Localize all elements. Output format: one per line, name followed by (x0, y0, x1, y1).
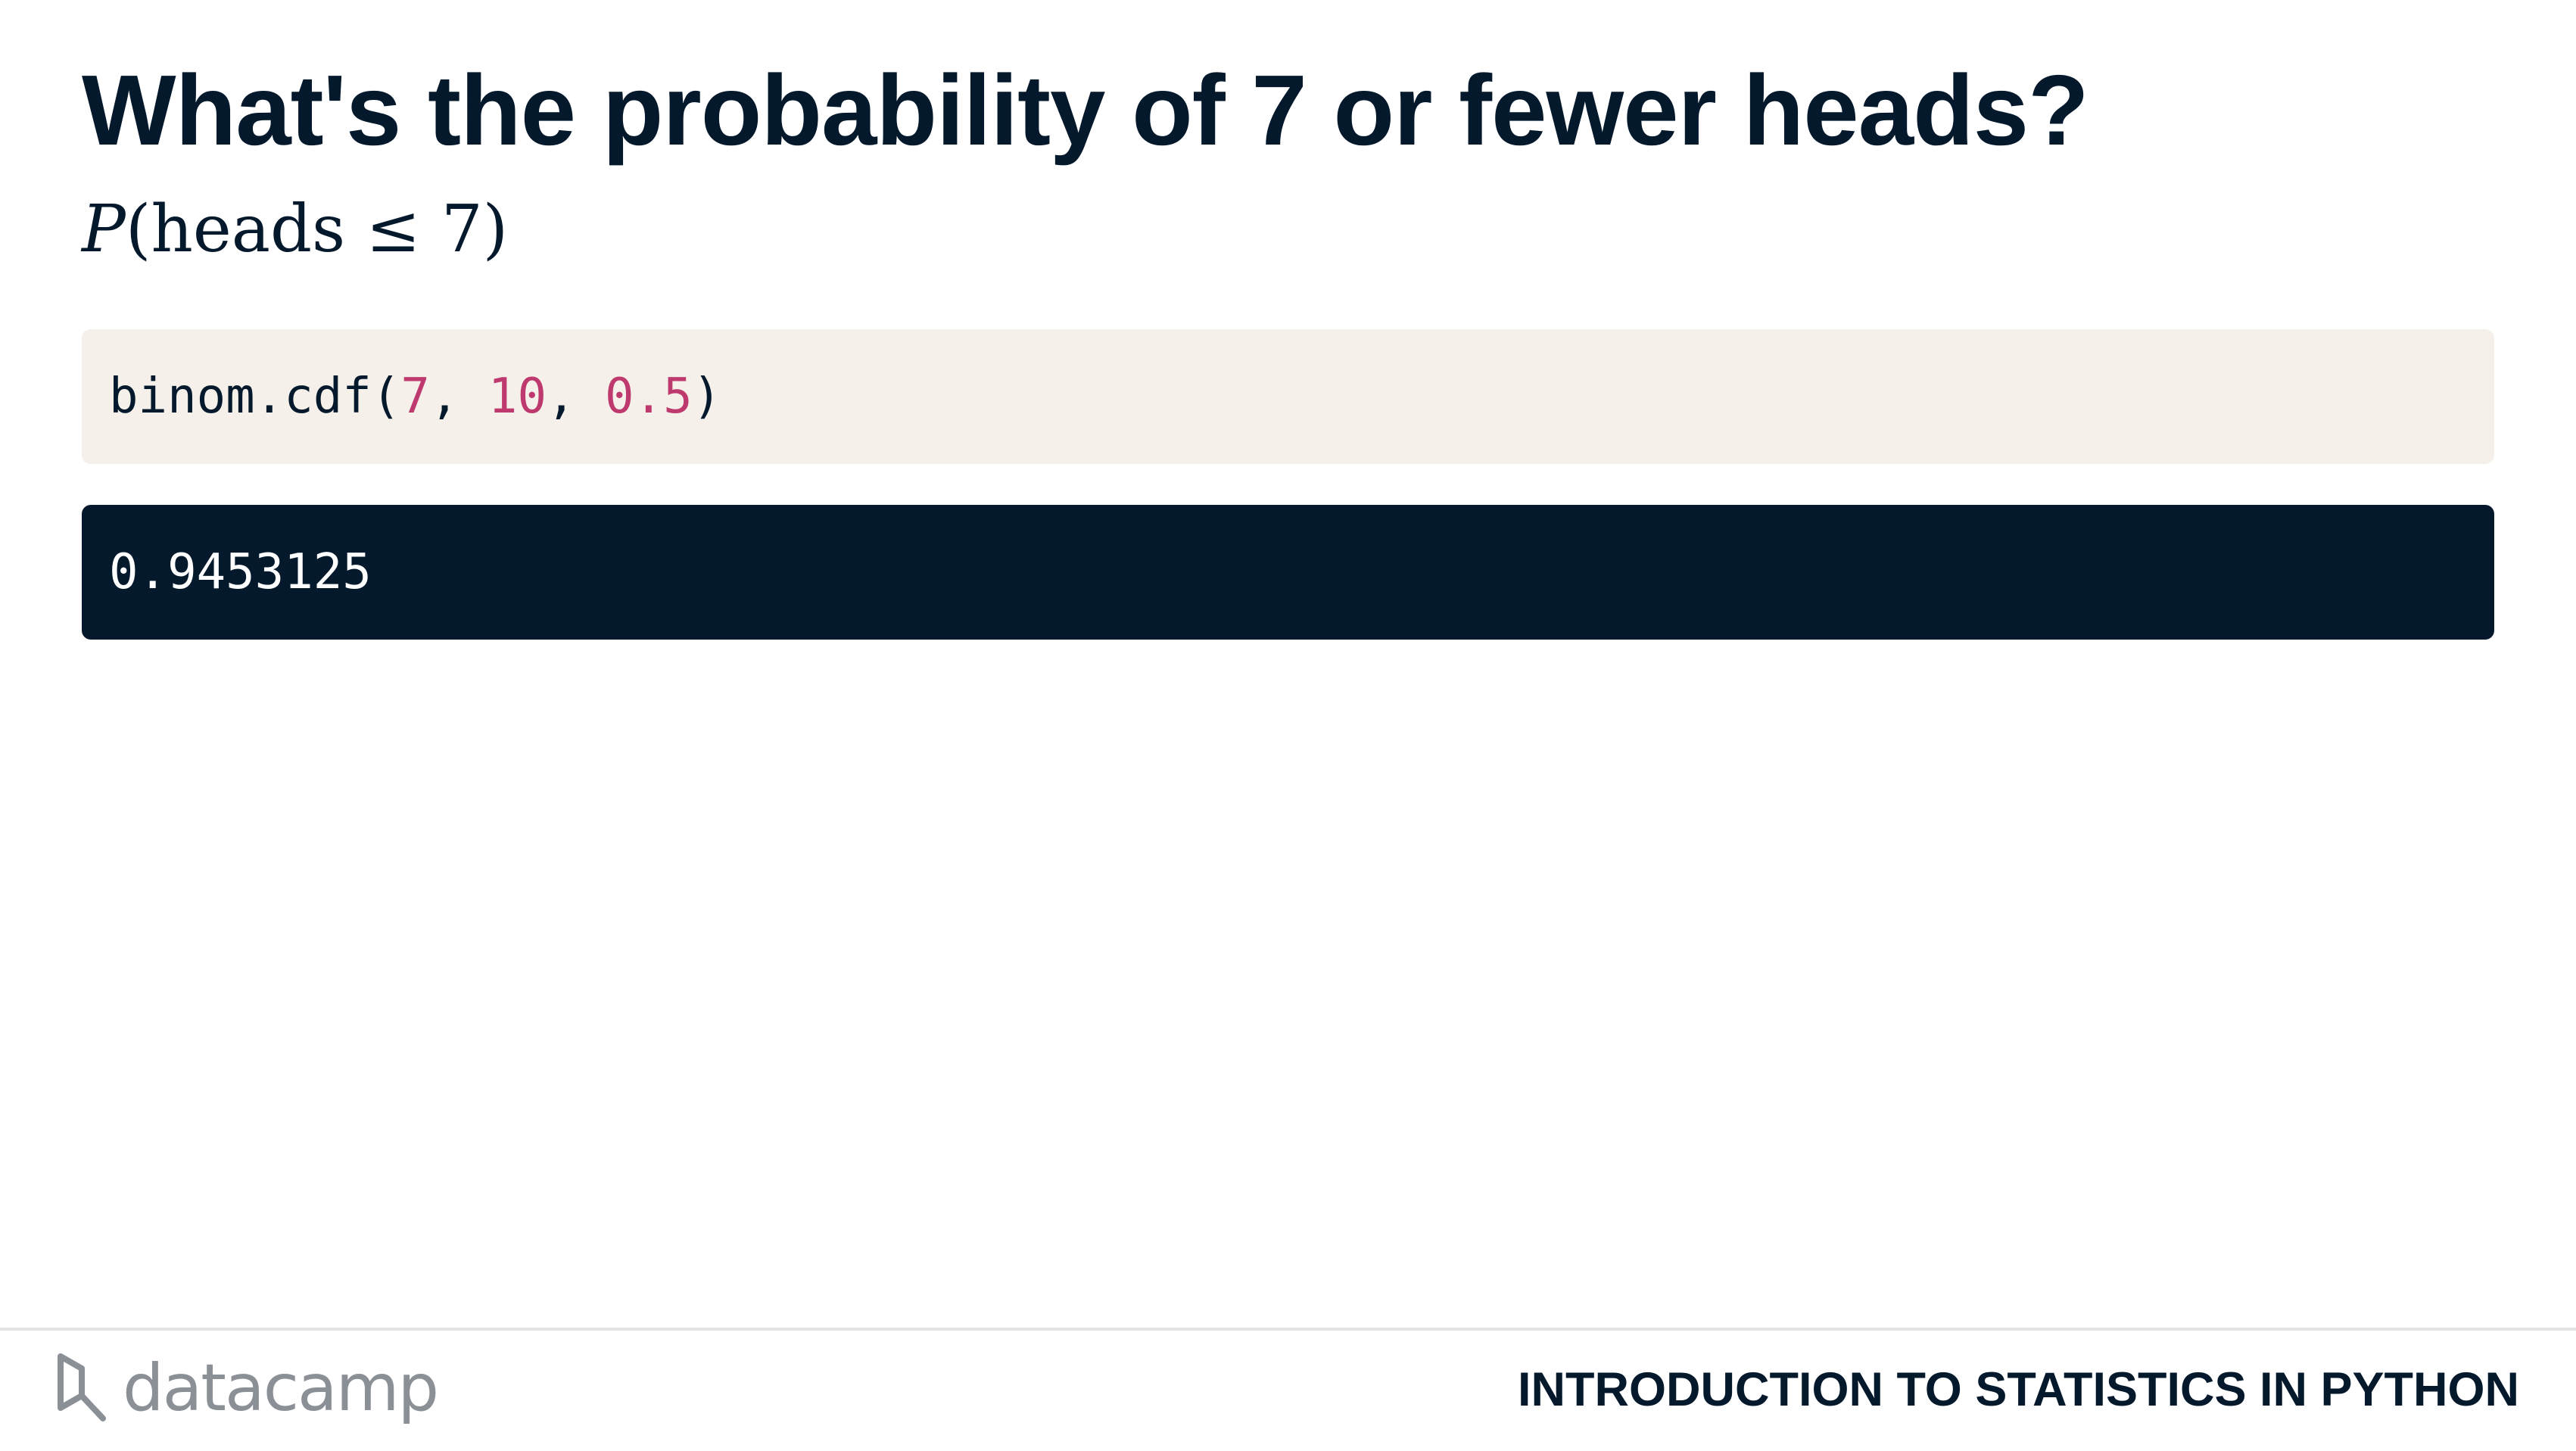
slide-title: What's the probability of 7 or fewer hea… (82, 54, 2089, 166)
formula-close-paren: ) (482, 191, 509, 267)
code-suffix: ) (692, 369, 722, 425)
logo-text: datacamp (123, 1350, 439, 1426)
formula-variable: heads (151, 191, 346, 267)
code-separator: , (429, 369, 488, 425)
probability-formula: P(heads ≤ 7) (82, 180, 508, 279)
code-arg-p: 0.5 (605, 369, 693, 425)
formula-operator: ≤ (366, 191, 421, 267)
course-title: INTRODUCTION TO STATISTICS IN PYTHON (1518, 1363, 2519, 1416)
code-arg-n: 10 (487, 369, 547, 425)
formula-open-paren: ( (125, 191, 151, 267)
code-block: binom.cdf(7, 10, 0.5) (82, 329, 2494, 464)
datacamp-logo-icon (58, 1353, 106, 1421)
output-value: 0.9453125 (109, 544, 372, 600)
code-prefix: binom.cdf( (109, 369, 401, 425)
code-separator: , (546, 369, 606, 425)
code-arg-k: 7 (400, 369, 430, 425)
datacamp-logo: datacamp (53, 1350, 439, 1426)
formula-function: P (82, 191, 126, 267)
output-block: 0.9453125 (82, 505, 2494, 640)
formula-value: 7 (441, 191, 483, 267)
footer-divider (0, 1328, 2576, 1331)
